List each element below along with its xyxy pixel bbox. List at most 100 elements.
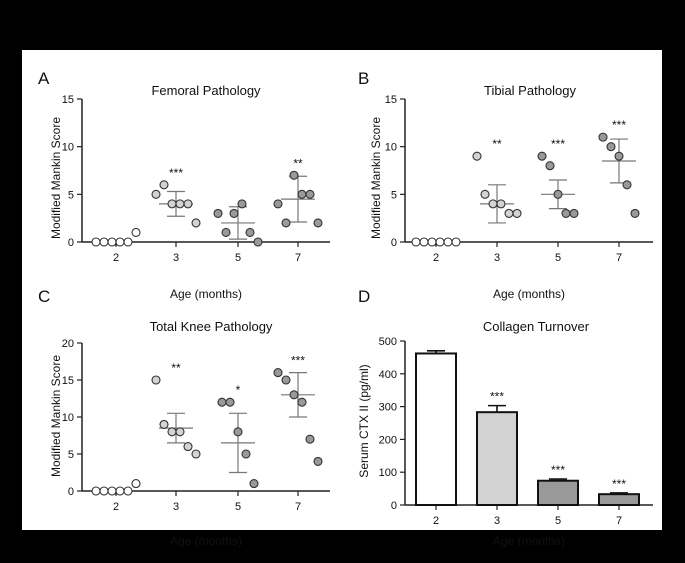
significance-marker: *** (551, 137, 565, 151)
y-tick-label: 0 (68, 237, 74, 249)
data-point (159, 180, 169, 190)
x-tick-label: 3 (173, 252, 179, 264)
chart-title: Collagen Turnover (483, 319, 590, 334)
y-tick-label: 10 (62, 412, 74, 424)
data-point (233, 427, 243, 437)
data-point (419, 237, 429, 247)
data-point (131, 227, 141, 238)
data-point (115, 237, 125, 247)
data-point (123, 237, 133, 247)
data-point (167, 427, 177, 437)
significance-marker: ** (171, 361, 181, 375)
data-point (253, 237, 263, 247)
x-tick-label: 5 (555, 515, 561, 527)
data-point (598, 132, 608, 142)
data-point (183, 442, 193, 452)
x-tick-label: 3 (494, 515, 500, 527)
data-point (313, 218, 323, 228)
chart-title: Femoral Pathology (151, 83, 261, 98)
data-point (411, 237, 421, 247)
data-point (305, 189, 315, 199)
significance-marker: *** (612, 477, 626, 491)
bar (598, 493, 640, 506)
y-tick-label: 5 (68, 189, 74, 201)
panel-label: B (358, 69, 369, 88)
data-point (289, 390, 299, 400)
y-tick-label: 0 (68, 486, 74, 498)
data-point (427, 237, 437, 247)
data-point (281, 218, 291, 228)
data-point (496, 199, 506, 209)
data-point (630, 208, 640, 218)
x-tick-label: 2 (433, 515, 439, 527)
data-point (305, 434, 315, 444)
data-point (183, 199, 193, 209)
data-point (131, 479, 141, 489)
data-point (281, 375, 291, 385)
data-point (504, 208, 514, 218)
data-point (225, 397, 235, 407)
data-point (569, 208, 579, 218)
data-point (297, 397, 307, 407)
y-axis-title: Modified Mankin Score (369, 117, 383, 239)
significance-marker: ** (293, 156, 303, 170)
y-axis-title: Modified Mankin Score (49, 355, 63, 477)
panel-label: A (38, 69, 50, 88)
x-tick-label: 3 (494, 252, 500, 264)
y-tick-label: 15 (385, 94, 397, 106)
significance-marker: *** (551, 463, 565, 477)
data-point (606, 142, 616, 152)
data-point (115, 486, 125, 496)
bar (415, 352, 457, 506)
significance-marker: *** (291, 354, 305, 368)
significance-marker: *** (612, 118, 626, 132)
chart-title: Tibial Pathology (484, 83, 577, 98)
data-point (175, 427, 185, 437)
x-tick-label: 5 (555, 252, 561, 264)
data-point (99, 237, 109, 247)
data-point (480, 189, 490, 199)
data-point (245, 227, 255, 238)
data-point (237, 199, 247, 209)
data-point (537, 151, 547, 161)
data-point (91, 237, 101, 247)
data-point (313, 456, 323, 466)
data-point (107, 486, 117, 496)
y-tick-label: 10 (385, 142, 397, 154)
data-point (191, 218, 201, 228)
y-tick-label: 20 (62, 338, 74, 350)
data-point (167, 199, 177, 209)
data-point (443, 237, 453, 247)
data-point (561, 208, 571, 218)
data-point (217, 397, 227, 407)
significance-marker: *** (490, 390, 504, 404)
data-point (151, 189, 161, 199)
data-point (175, 199, 185, 209)
bar (537, 479, 579, 506)
bar (476, 411, 518, 506)
data-point (241, 449, 251, 459)
significance-marker: * (236, 383, 241, 397)
x-tick-label: 3 (173, 501, 179, 513)
x-tick-label: 5 (235, 252, 241, 264)
data-point (545, 161, 555, 171)
x-axis-title: Age (months) (493, 287, 565, 301)
data-point (99, 486, 109, 496)
y-axis-title: Serum CTX II (pg/ml) (357, 364, 371, 477)
y-tick-label: 0 (391, 237, 397, 249)
data-point (512, 208, 522, 218)
y-tick-label: 300 (379, 402, 397, 414)
x-axis-title: Age (months) (170, 534, 242, 548)
x-tick-label: 7 (295, 501, 301, 513)
data-point (488, 199, 498, 209)
y-tick-label: 15 (62, 94, 74, 106)
y-tick-label: 15 (62, 375, 74, 387)
data-point (191, 449, 201, 459)
data-point (249, 479, 259, 489)
y-axis-title: Modified Mankin Score (49, 117, 63, 239)
y-tick-label: 500 (379, 336, 397, 348)
x-axis-title: Age (months) (170, 287, 242, 301)
data-point (213, 208, 223, 218)
